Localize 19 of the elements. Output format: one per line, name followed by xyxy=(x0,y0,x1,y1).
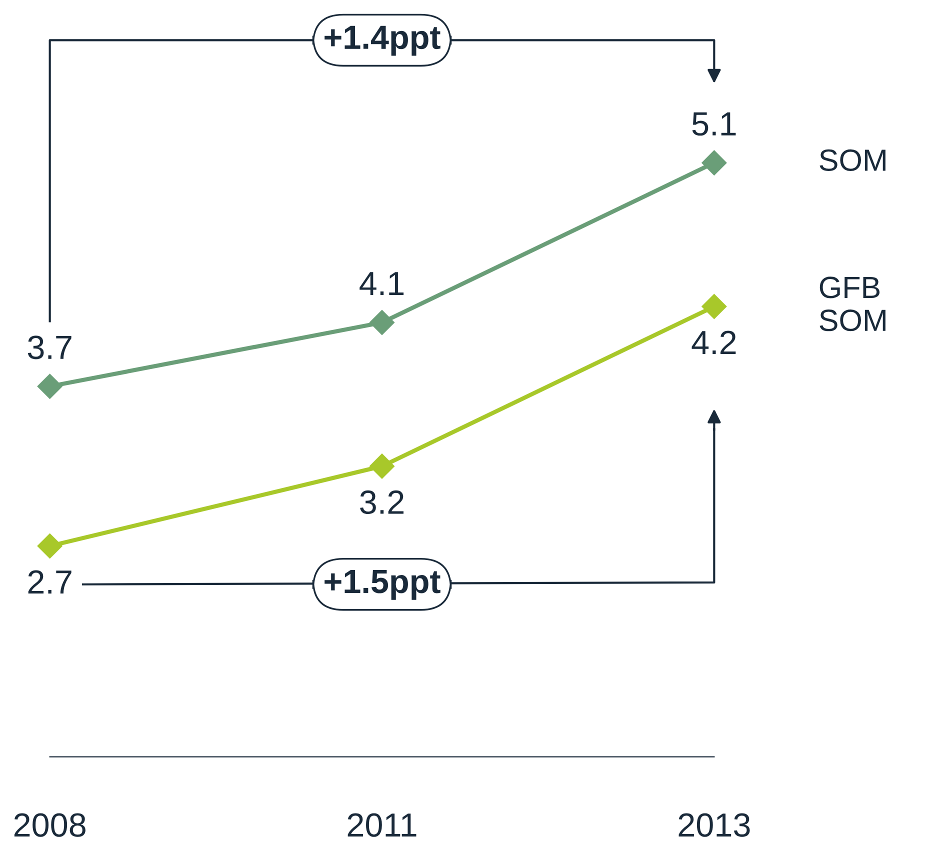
x-tick-label: 2011 xyxy=(348,813,416,837)
data-label: 3.7 xyxy=(28,336,72,360)
text: +1.5ppt xyxy=(324,570,440,600)
data-label: 5.1 xyxy=(692,112,736,136)
data-label: 2.7 xyxy=(28,570,72,594)
data-label: 4.1 xyxy=(360,272,404,295)
point xyxy=(702,150,727,176)
point xyxy=(37,374,62,399)
data-label: 4.2 xyxy=(692,330,736,354)
point xyxy=(702,294,727,320)
point xyxy=(37,534,62,559)
point xyxy=(370,454,394,479)
text: GFB SOM xyxy=(820,276,886,332)
text: SOM xyxy=(820,149,886,172)
x-tick-label: 2008 xyxy=(14,813,86,837)
data-label: 3.2 xyxy=(360,490,404,514)
x-tick-label: 2013 xyxy=(678,813,750,837)
text: +1.4ppt xyxy=(324,26,440,56)
point xyxy=(370,310,394,335)
